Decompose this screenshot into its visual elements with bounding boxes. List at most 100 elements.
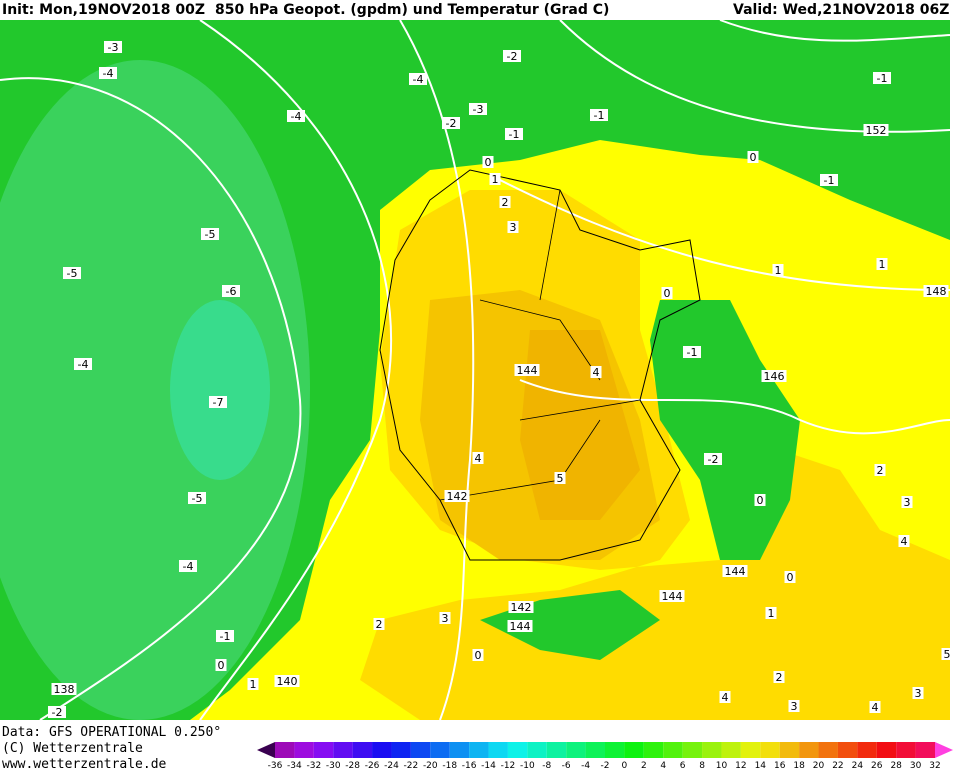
legend-tick-label: 4 bbox=[660, 761, 666, 770]
contour-label-box bbox=[874, 464, 886, 476]
legend-swatch bbox=[275, 742, 295, 758]
legend-swatch bbox=[760, 742, 780, 758]
contour-label: 4 bbox=[872, 701, 879, 714]
contour-label: -1 bbox=[877, 72, 888, 85]
contour-label: -4 bbox=[413, 73, 424, 86]
contour-label-box bbox=[514, 364, 540, 376]
contour-label-box bbox=[444, 490, 470, 502]
contour-label: 142 bbox=[447, 490, 468, 503]
contour-label-box bbox=[772, 264, 784, 276]
legend-swatch bbox=[643, 742, 664, 758]
contour-label-box bbox=[507, 221, 519, 233]
contour-label: -5 bbox=[205, 228, 216, 241]
contour-label-box bbox=[719, 691, 731, 703]
legend-swatch bbox=[721, 742, 741, 758]
contour-label: 138 bbox=[54, 683, 75, 696]
legend-swatch bbox=[488, 742, 508, 758]
legend-tick-label: -20 bbox=[423, 761, 438, 770]
contour-label: -3 bbox=[473, 103, 484, 116]
legend-tick-label: -26 bbox=[365, 761, 380, 770]
legend-tick-label: 32 bbox=[929, 761, 940, 770]
contour-label: 4 bbox=[901, 535, 908, 548]
legend-tick-label: -14 bbox=[481, 761, 496, 770]
contour-label-box bbox=[51, 683, 77, 695]
contour-label: 0 bbox=[485, 156, 492, 169]
legend-tick-label: -8 bbox=[542, 761, 551, 770]
contour-label: 0 bbox=[757, 494, 764, 507]
legend-swatch bbox=[546, 742, 567, 758]
legend-tick-label: 6 bbox=[680, 761, 686, 770]
contour-label-box bbox=[784, 571, 796, 583]
contour-label-box bbox=[765, 607, 777, 619]
contour-label-box bbox=[869, 701, 881, 713]
contour-label: 0 bbox=[750, 151, 757, 164]
contour-label-box bbox=[747, 151, 759, 163]
contour-label: 5 bbox=[557, 472, 564, 485]
map-title: 850 hPa Geopot. (gpdm) und Temperatur (G… bbox=[215, 2, 609, 18]
legend-swatch bbox=[915, 742, 935, 758]
legend-tick-label: -18 bbox=[442, 761, 457, 770]
legend-tick-label: -34 bbox=[287, 761, 302, 770]
contour-label: -1 bbox=[687, 346, 698, 359]
contour-label: 144 bbox=[662, 590, 683, 603]
contour-label-box bbox=[188, 492, 206, 504]
contour-label-box bbox=[179, 560, 197, 572]
legend-swatch bbox=[430, 742, 450, 758]
contour-label: -6 bbox=[226, 285, 237, 298]
legend-swatch bbox=[818, 742, 838, 758]
contour-label: 4 bbox=[593, 366, 600, 379]
contour-label-box bbox=[941, 648, 953, 660]
legend-tick-label: 16 bbox=[774, 761, 786, 770]
contour-label-box bbox=[863, 124, 889, 136]
contour-label: 2 bbox=[502, 196, 509, 209]
contour-label: 5 bbox=[944, 648, 951, 661]
contour-label-box bbox=[274, 675, 300, 687]
legend-tick-label: -6 bbox=[562, 761, 571, 770]
contour-label: -5 bbox=[67, 267, 78, 280]
contour-label: 2 bbox=[776, 671, 783, 684]
legend-swatch bbox=[294, 742, 314, 758]
contour-label: 4 bbox=[722, 691, 729, 704]
contour-label: -3 bbox=[108, 41, 119, 54]
contour-label-box bbox=[505, 128, 523, 140]
legend-swatch bbox=[391, 742, 411, 758]
contour-label: -7 bbox=[213, 396, 224, 409]
valid-time: Valid: Wed,21NOV2018 06Z bbox=[733, 2, 949, 18]
legend-tick-label: -10 bbox=[520, 761, 535, 770]
contour-label-box bbox=[472, 452, 484, 464]
contour-label-box bbox=[201, 228, 219, 240]
contour-label-box bbox=[912, 687, 924, 699]
contour-label-box bbox=[409, 73, 427, 85]
map-area bbox=[0, 19, 951, 721]
contour-label: -1 bbox=[824, 174, 835, 187]
legend-swatch bbox=[857, 742, 877, 758]
contour-label: 146 bbox=[764, 370, 785, 383]
contour-label-box bbox=[659, 590, 685, 602]
contour-label-box bbox=[661, 287, 673, 299]
legend-arrow-high bbox=[935, 742, 953, 758]
contour-label-box bbox=[761, 370, 787, 382]
contour-label: -1 bbox=[220, 630, 231, 643]
contour-label: 1 bbox=[775, 264, 782, 277]
contour-label: -1 bbox=[594, 109, 605, 122]
contour-label: 2 bbox=[376, 618, 383, 631]
legend-tick-label: 14 bbox=[755, 761, 767, 770]
contour-label: 144 bbox=[517, 364, 538, 377]
contour-label-box bbox=[99, 67, 117, 79]
legend-swatch bbox=[779, 742, 800, 758]
contour-label-box bbox=[554, 472, 566, 484]
contour-label: 2 bbox=[877, 464, 884, 477]
contour-label: 3 bbox=[510, 221, 517, 234]
contour-label: -2 bbox=[708, 453, 719, 466]
contour-label-box bbox=[439, 612, 451, 624]
color-legend: -36 -34 -32 -30 -28 -26 -24 -22 -20 -18 -16 -14 -12-… bbox=[257, 742, 953, 771]
contour-label: 144 bbox=[510, 620, 531, 633]
contour-label-box bbox=[469, 103, 487, 115]
contour-label-box bbox=[901, 496, 913, 508]
legend-tick-label: -32 bbox=[306, 761, 321, 770]
legend-tick-label: 2 bbox=[641, 761, 647, 770]
legend-swatch bbox=[527, 742, 547, 758]
contour-label: -1 bbox=[509, 128, 520, 141]
contour-label-box bbox=[216, 630, 234, 642]
legend-arrow-low bbox=[257, 742, 275, 758]
